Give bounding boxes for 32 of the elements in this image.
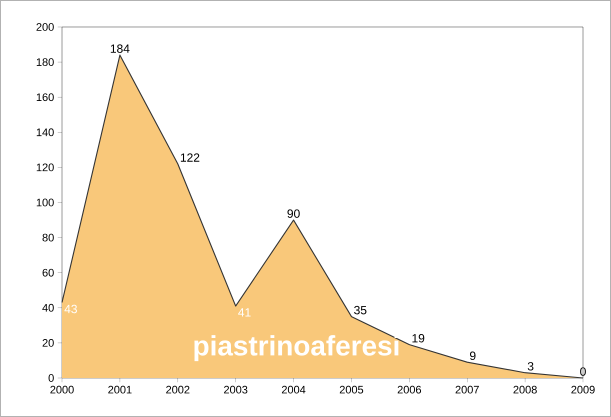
y-tick-label: 40	[42, 304, 54, 312]
series-label: piastrinoaferesi	[194, 335, 398, 362]
x-tick-label: 2006	[398, 386, 422, 394]
y-tick-label: 60	[42, 268, 54, 277]
y-tick-label: 80	[42, 234, 54, 242]
x-tick-label: 2002	[166, 386, 190, 394]
y-tick-label: 140	[36, 128, 54, 136]
data-label: 9	[470, 352, 476, 360]
data-label: 3	[528, 362, 534, 371]
y-tick-label: 120	[36, 164, 54, 172]
data-label: 35	[354, 306, 366, 314]
y-tick-label: 20	[42, 339, 54, 347]
data-label: 184	[110, 44, 130, 53]
y-tick-label: 180	[36, 58, 54, 66]
data-label: 0	[580, 367, 586, 376]
x-tick-label: 2009	[571, 386, 595, 394]
y-tick-label: 200	[36, 23, 54, 31]
x-tick-label: 2003	[224, 386, 248, 394]
y-tick-label: 100	[36, 198, 54, 206]
data-label: 122	[180, 153, 200, 162]
x-tick-label: 2000	[50, 386, 74, 394]
data-label: 90	[287, 209, 300, 218]
data-label: 19	[412, 334, 424, 342]
x-tick-label: 2008	[513, 386, 537, 394]
x-tick-label: 2005	[340, 386, 364, 394]
x-tick-label: 2004	[282, 386, 306, 394]
data-label: 43	[64, 304, 77, 314]
data-label: 41	[238, 308, 251, 316]
x-tick-label: 2007	[456, 386, 479, 394]
x-tick-label: 2001	[108, 386, 132, 394]
y-tick-label: 0	[48, 374, 54, 382]
y-tick-label: 160	[36, 93, 54, 102]
